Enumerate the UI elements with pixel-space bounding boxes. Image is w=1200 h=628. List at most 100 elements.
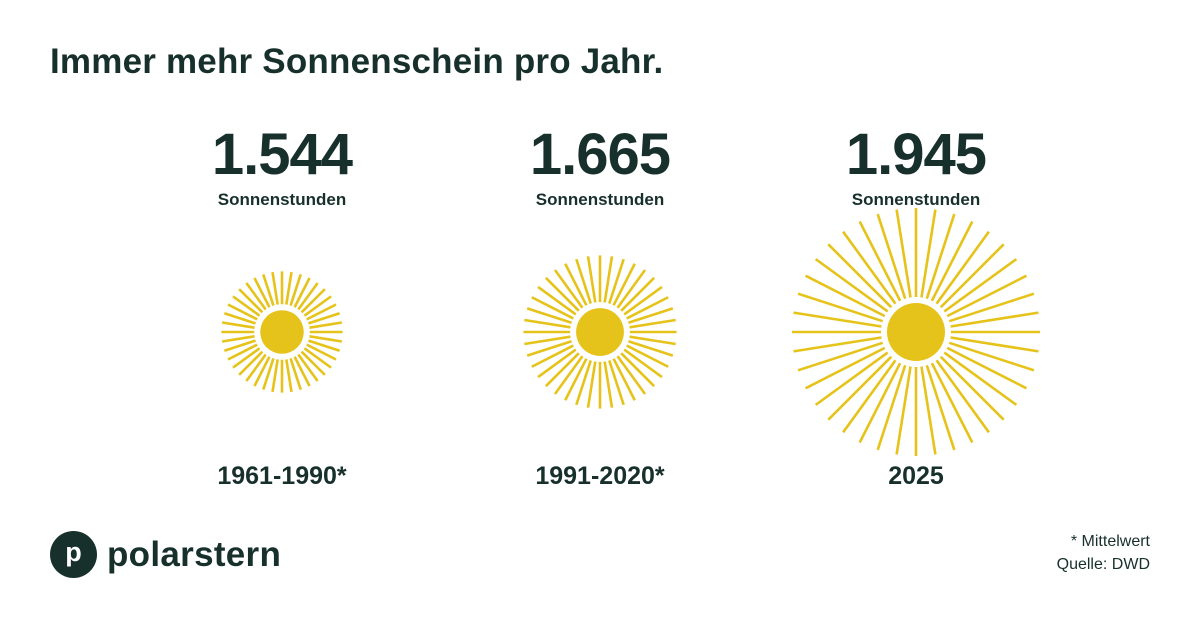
sun-ray [628, 307, 674, 324]
sun-ray [289, 358, 302, 391]
sun-ray [564, 263, 588, 306]
sun-ray [946, 274, 1028, 318]
sun-ray [797, 292, 884, 323]
sun-ray [526, 340, 572, 357]
sun-ray [628, 340, 674, 357]
sun-ray [935, 230, 990, 305]
period-label: 2025 [888, 462, 944, 490]
period-label: 1991-2020* [535, 462, 665, 490]
sun-ray [285, 271, 293, 305]
sun-1991-2020* [523, 255, 677, 409]
sun-ray [804, 274, 886, 318]
sun-ray [300, 350, 326, 376]
sun-ray [285, 359, 293, 393]
sun-ray [793, 336, 882, 353]
sun-ray [544, 276, 580, 312]
sun-ray [262, 273, 275, 306]
sun-ray [526, 307, 572, 324]
sun-ray [262, 358, 275, 391]
sun-ray [238, 288, 264, 314]
sun-ray [245, 353, 267, 382]
sun-ray [227, 303, 258, 321]
sun-ray [943, 258, 1018, 313]
sun-ray [537, 285, 577, 316]
sunshine-hours-unit: Sonnenstunden [851, 190, 981, 209]
sun-ray [946, 346, 1028, 390]
sun-ray [553, 355, 584, 395]
sun-core [260, 310, 304, 354]
sun-ray [858, 220, 902, 302]
sun-ray [575, 258, 592, 304]
sun-ray [842, 359, 897, 434]
sun-ray [232, 347, 261, 369]
sun-ray [221, 335, 255, 343]
sun-ray [297, 282, 319, 311]
sun-ray [306, 303, 337, 321]
sunshine-hours-value: 1.665 [529, 122, 671, 187]
sun-ray [524, 318, 571, 329]
sun-ray [308, 339, 341, 352]
sun-ray [612, 358, 636, 401]
source-line: Quelle: DWD [1057, 553, 1150, 576]
sun-ray [895, 209, 912, 298]
sun-ray [629, 318, 676, 329]
sun-ray [620, 352, 656, 388]
footnote: * Mittelwert Quelle: DWD [1057, 530, 1150, 576]
sun-ray [623, 348, 663, 379]
sun-ray [223, 312, 256, 325]
sun-ray [858, 362, 902, 444]
sun-ray [920, 366, 937, 455]
sun-ray [935, 359, 990, 434]
sunshine-hours-value: 1.945 [845, 122, 987, 187]
sun-ray [575, 360, 592, 406]
sun-ray [939, 355, 1005, 421]
brand-logo: p polarstern [50, 531, 281, 578]
polarstern-logo-icon: p [50, 531, 97, 578]
sunshine-hours-value: 1.544 [211, 122, 353, 187]
sun-ray [308, 312, 341, 325]
sun-ray [293, 277, 311, 308]
sun-ray [616, 355, 647, 395]
sun-ray [293, 356, 311, 387]
sun-ray [948, 341, 1035, 372]
sun-ray [297, 353, 319, 382]
sun-ray [537, 348, 577, 379]
sun-ray [930, 362, 974, 444]
sun-ray [586, 256, 597, 303]
sun-ray [245, 282, 267, 311]
sun-ray [303, 347, 332, 369]
sunshine-hours-unit: Sonnenstunden [217, 190, 347, 209]
sun-ray [221, 321, 255, 329]
sunshine-hours-unit: Sonnenstunden [535, 190, 665, 209]
brand-name: polarstern [107, 534, 282, 574]
sun-1961-1990* [221, 271, 343, 393]
sun-ray [612, 263, 636, 306]
sun-ray [876, 213, 907, 300]
sun-ray [793, 311, 882, 328]
sun-ray [814, 258, 889, 313]
sun-ray [629, 335, 676, 346]
sun-ray [950, 311, 1039, 328]
sun-ray [603, 361, 614, 408]
sun-ray [950, 336, 1039, 353]
chart-title: Immer mehr Sonnenschein pro Jahr. [50, 42, 664, 81]
sun-ray [232, 295, 261, 317]
sun-core [576, 308, 624, 356]
sun-ray [253, 277, 271, 308]
sun-ray [303, 295, 332, 317]
sun-core [887, 303, 945, 361]
column-1991-2020: 1.665 Sonnenstunden [450, 118, 750, 210]
sun-ray [925, 364, 956, 451]
sun-ray [814, 351, 889, 406]
sun-ray [842, 230, 897, 305]
sun-ray [626, 296, 669, 320]
sun-ray [608, 258, 625, 304]
sun-ray [309, 335, 343, 343]
sun-ray [804, 346, 886, 390]
sun-ray [253, 356, 271, 387]
sun-ray [616, 269, 647, 309]
sun-ray [238, 350, 264, 376]
sun-ray [309, 321, 343, 329]
sun-ray [289, 273, 302, 306]
